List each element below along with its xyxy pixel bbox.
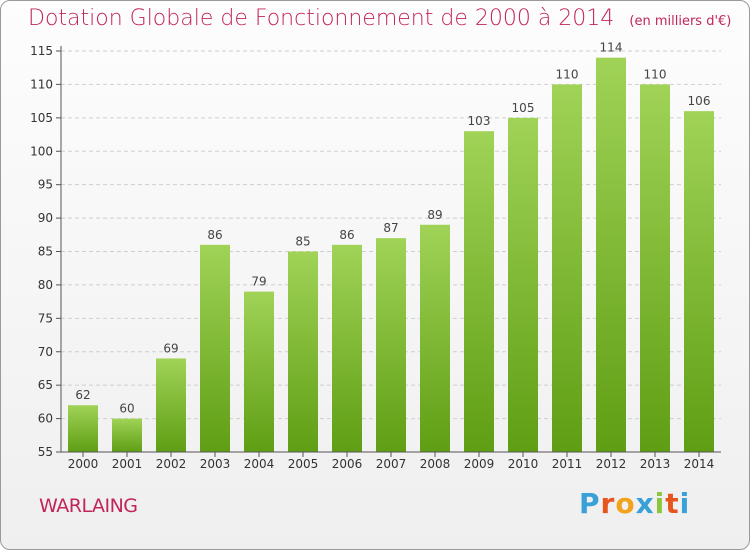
bars [68, 57, 714, 453]
bar [420, 224, 450, 452]
x-tick-label: 2009 [464, 457, 495, 471]
chart-unit: (en milliers d'€) [629, 14, 732, 29]
title-block: Dotation Globale de Fonctionnement de 20… [28, 6, 731, 31]
x-tick-label: 2007 [376, 457, 407, 471]
data-label: 87 [383, 221, 398, 235]
x-tick-label: 2003 [200, 457, 231, 471]
data-label: 60 [119, 402, 134, 416]
data-label: 69 [163, 341, 178, 355]
data-label: 103 [468, 114, 491, 128]
labels: 55 60 65 70 75 80 85 90 95 100 105 110 115 2000 62 2001… [30, 41, 714, 471]
y-tick-label: 85 [38, 245, 53, 259]
bar [684, 111, 714, 453]
y-tick-label: 115 [30, 44, 53, 58]
data-label: 110 [644, 67, 667, 81]
bar [508, 117, 538, 452]
x-tick-label: 2012 [596, 457, 627, 471]
data-label: 106 [688, 94, 711, 108]
y-tick-label: 105 [30, 111, 53, 125]
bar [288, 251, 318, 452]
bar [156, 358, 186, 452]
y-tick-label: 110 [30, 77, 53, 91]
data-label: 62 [75, 388, 90, 402]
data-label: 79 [251, 275, 266, 289]
y-tick-label: 75 [38, 311, 53, 325]
bar [112, 418, 142, 452]
y-tick-label: 55 [38, 445, 53, 459]
x-tick-label: 2014 [684, 457, 715, 471]
x-tick-label: 2002 [156, 457, 187, 471]
x-tick-label: 2000 [68, 457, 99, 471]
logo-letter: r [600, 487, 616, 520]
bar [68, 405, 98, 452]
bar [640, 84, 670, 453]
data-label: 105 [512, 101, 535, 115]
axes [56, 46, 721, 457]
logo-letter: o [615, 487, 636, 520]
y-tick-label: 80 [38, 278, 53, 292]
bar [464, 131, 494, 452]
data-label: 114 [600, 41, 623, 55]
x-tick-label: 2008 [420, 457, 451, 471]
logo-letter: i [654, 487, 666, 520]
y-tick-label: 65 [38, 378, 53, 392]
bar [244, 291, 274, 452]
commune-name: WARLAING [39, 495, 138, 517]
x-tick-label: 2005 [288, 457, 319, 471]
x-tick-label: 2004 [244, 457, 275, 471]
logo-letter: t [665, 487, 680, 520]
chart-title: Dotation Globale de Fonctionnement de 20… [28, 6, 615, 31]
y-tick-label: 70 [38, 345, 53, 359]
proxiti-logo: Proxiti [579, 487, 690, 520]
bar [332, 244, 362, 452]
x-tick-label: 2006 [332, 457, 363, 471]
data-label: 86 [339, 228, 354, 242]
data-label: 85 [295, 235, 310, 249]
bar [200, 244, 230, 452]
data-label: 86 [207, 228, 222, 242]
x-tick-label: 2013 [640, 457, 671, 471]
y-tick-label: 95 [38, 178, 53, 192]
bar [376, 238, 406, 452]
bar [596, 57, 626, 452]
logo-letter: i [679, 487, 691, 520]
data-label: 89 [427, 208, 442, 222]
x-tick-label: 2010 [508, 457, 539, 471]
x-tick-label: 2011 [552, 457, 583, 471]
bar [552, 84, 582, 453]
data-label: 110 [556, 67, 579, 81]
logo-letter: P [579, 487, 601, 520]
y-tick-label: 60 [38, 412, 53, 426]
y-tick-label: 100 [30, 144, 53, 158]
logo-letter: x [635, 487, 655, 520]
y-tick-label: 90 [38, 211, 53, 225]
x-tick-label: 2001 [112, 457, 143, 471]
